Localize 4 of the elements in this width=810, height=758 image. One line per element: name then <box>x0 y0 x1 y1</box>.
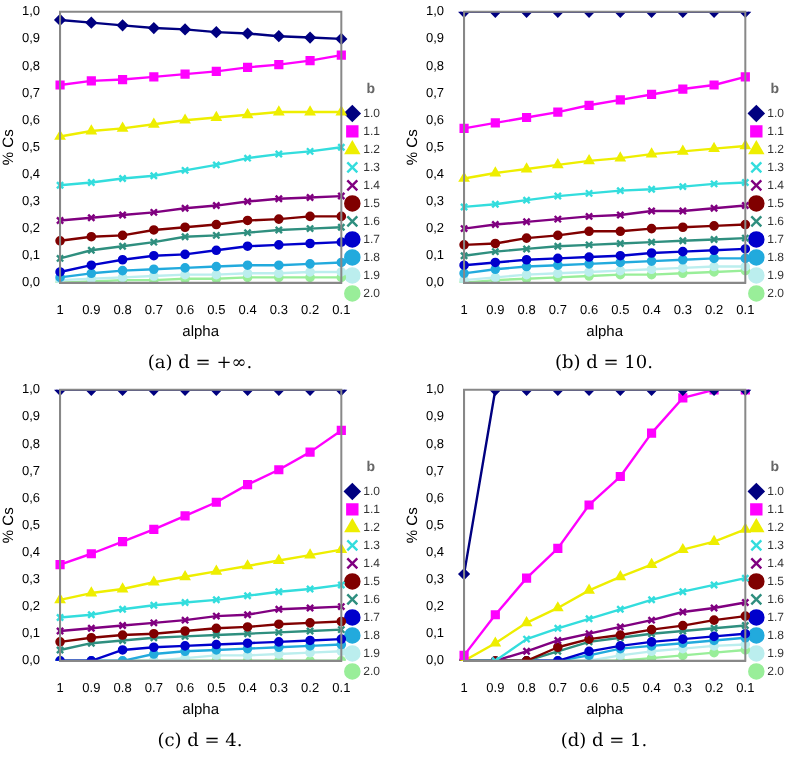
text: (d) d = 1. <box>560 731 648 752</box>
text: (b) d = 10. <box>555 353 654 374</box>
text: (c) d = 4. <box>157 731 243 752</box>
text: (a) d = +∞. <box>147 353 253 374</box>
